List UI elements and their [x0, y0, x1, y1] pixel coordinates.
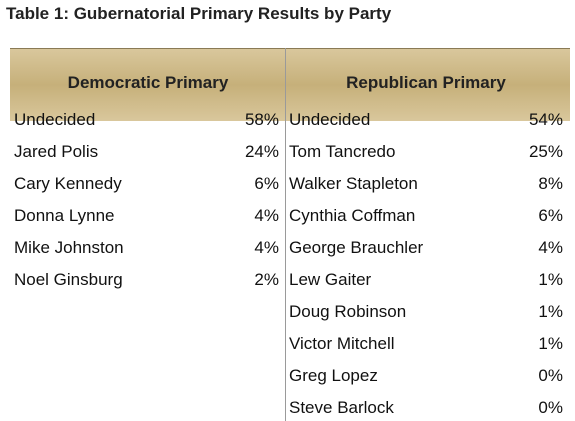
candidate-name: Victor Mitchell [289, 334, 395, 353]
candidate-percent: 1% [538, 270, 563, 289]
candidate-name: Cynthia Coffman [289, 206, 416, 225]
candidate-percent: 8% [538, 174, 563, 193]
candidate-name: Greg Lopez [289, 366, 378, 385]
candidate-percent: 1% [538, 302, 563, 321]
candidate-name: Walker Stapleton [289, 174, 418, 193]
candidate-name: Tom Tancredo [289, 142, 396, 161]
candidate-percent: 0% [538, 366, 563, 385]
candidate-name: George Brauchler [289, 238, 424, 257]
candidate-percent: 25% [528, 142, 563, 161]
candidate-percent: 6% [538, 206, 563, 225]
table-title: Table 1: Gubernatorial Primary Results b… [6, 4, 392, 23]
candidate-percent: 6% [254, 174, 279, 193]
candidate-name: Steve Barlock [289, 398, 394, 417]
candidate-percent: 4% [254, 238, 279, 257]
column-header: Democratic Primary [67, 73, 229, 92]
candidate-percent: 24% [244, 142, 279, 161]
candidate-name: Lew Gaiter [289, 270, 372, 289]
column-divider [285, 48, 286, 421]
candidate-name: Donna Lynne [14, 206, 115, 225]
candidate-name: Jared Polis [14, 142, 99, 161]
candidate-percent: 4% [254, 206, 279, 225]
candidate-name: Mike Johnston [14, 238, 124, 257]
column-header: Republican Primary [346, 73, 506, 92]
candidate-name: Doug Robinson [289, 302, 407, 321]
candidate-percent: 4% [538, 238, 563, 257]
candidate-name: Noel Ginsburg [14, 270, 123, 289]
candidate-percent: 58% [244, 110, 279, 129]
header-band [10, 48, 570, 121]
candidate-percent: 54% [528, 110, 563, 129]
candidate-percent: 0% [538, 398, 563, 417]
candidate-name: Undecided [14, 110, 96, 129]
candidate-name: Undecided [289, 110, 371, 129]
candidate-name: Cary Kennedy [14, 174, 122, 193]
candidate-percent: 2% [254, 270, 279, 289]
candidate-percent: 1% [538, 334, 563, 353]
